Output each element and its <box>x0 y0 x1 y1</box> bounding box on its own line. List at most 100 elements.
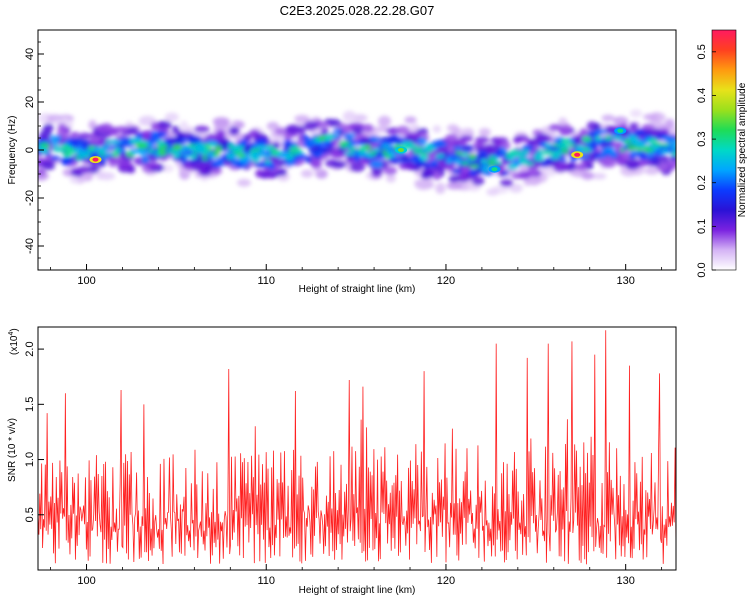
spectrogram-cell <box>633 129 646 137</box>
spectrogram-cell <box>60 144 71 151</box>
x-tick-label: 120 <box>437 575 455 587</box>
spectrogram-cell <box>404 116 417 124</box>
spectrogram-cell <box>208 142 218 147</box>
spectrogram-cell <box>118 138 127 146</box>
spectrogram-cell <box>359 145 366 152</box>
spectrogram-cell <box>212 151 220 157</box>
spectrogram-cell <box>629 150 643 157</box>
spectrogram-cell <box>583 146 590 152</box>
spectrogram-cell <box>669 154 676 162</box>
x-tick-label: 120 <box>437 275 455 287</box>
spectrogram-cell <box>43 123 54 132</box>
spectrogram-cell <box>351 141 365 146</box>
spectrogram-cell <box>274 127 288 135</box>
spectrogram-cell <box>502 170 510 176</box>
spectrogram-cell <box>115 125 131 133</box>
spectrogram-cell <box>453 158 463 165</box>
spectrogram-cell <box>42 161 56 171</box>
spectrogram-cell <box>110 151 120 158</box>
spectrogram-cell <box>182 153 190 158</box>
spectrogram-cell <box>414 179 432 190</box>
spectrogram-cell <box>595 135 602 140</box>
spectrogram-cell <box>378 136 393 141</box>
spectrogram-cell <box>521 149 530 155</box>
spectrogram-cell <box>179 120 189 132</box>
spectrogram-cell <box>432 172 442 181</box>
spectrogram-cell <box>214 121 229 130</box>
spectrogram-cell <box>38 168 46 176</box>
spectrogram-cell <box>255 138 268 146</box>
y-tick-label: 2.0 <box>24 341 36 356</box>
spectrogram-peak <box>92 157 99 162</box>
spectrogram-cell <box>201 156 209 161</box>
spectrogram-cell <box>237 153 247 159</box>
spectrogram-cell <box>496 148 503 153</box>
y-tick-label: -40 <box>24 238 36 254</box>
snr-series-line <box>38 330 676 565</box>
spectrogram-cell <box>643 113 657 121</box>
spectrogram-cell <box>446 124 459 132</box>
spectrogram-cell <box>296 149 304 154</box>
spectrogram-cell <box>419 154 430 162</box>
spectrogram-cell <box>145 162 160 169</box>
spectrogram-cell <box>670 145 676 151</box>
spectrogram-cell <box>462 144 474 153</box>
spectrogram-cell <box>460 135 474 142</box>
spectrogram-cell <box>238 156 250 163</box>
spectrogram-cell <box>367 136 381 143</box>
spectrogram-peak <box>398 148 405 152</box>
spectrogram-cell <box>659 149 670 154</box>
spectrogram-cell <box>158 149 167 157</box>
spectrogram-cell <box>499 179 514 187</box>
spectrogram-cell <box>214 145 223 153</box>
spectrogram-cell <box>664 135 673 143</box>
spectrogram-cell <box>88 164 100 174</box>
spectrogram-cell <box>109 139 121 146</box>
spectrogram-cell <box>645 156 659 162</box>
spectrogram-x-ticks: 100 110 120 130 <box>50 264 663 287</box>
spectrogram-cell <box>647 137 658 143</box>
spectrogram-cell <box>600 157 617 168</box>
spectrogram-cell <box>383 166 398 176</box>
spectrogram-cell <box>231 144 241 151</box>
spectrogram-cell <box>528 166 538 176</box>
spectrogram-cell <box>263 159 272 165</box>
spectrogram-cell <box>468 164 480 169</box>
spectrogram-cell <box>131 137 143 143</box>
spectrogram-cell <box>593 152 600 159</box>
spectrogram-cell <box>590 144 598 151</box>
spectrogram-cell <box>460 161 470 166</box>
spectrogram-cell <box>338 130 345 136</box>
spectrogram-cell <box>541 149 553 156</box>
colorbar-ticks: 0.0 0.1 0.2 0.3 0.4 0.5 <box>696 44 716 278</box>
spectrogram-cell <box>396 125 410 136</box>
spectrogram-cell <box>240 139 249 144</box>
spectrogram-cell <box>77 150 89 158</box>
spectrogram-cell <box>342 110 356 123</box>
spectrogram-cell <box>480 158 489 165</box>
y-tick-label: 0 <box>24 147 36 153</box>
x-tick-label: 130 <box>616 275 634 287</box>
y-tick-label: 40 <box>24 48 36 60</box>
spectrogram-cell <box>220 141 230 150</box>
spectrogram-cell <box>506 154 515 161</box>
spectrogram-blobs <box>38 109 676 196</box>
spectrogram-cell <box>435 182 446 194</box>
spectrogram-cell <box>575 163 588 171</box>
spectrogram-cell <box>482 166 490 173</box>
spectrogram-cell <box>379 139 394 146</box>
spectrogram-cell <box>267 124 278 131</box>
spectrogram-cell <box>567 161 577 171</box>
spectrogram-cell <box>659 155 670 165</box>
snr-x-ticks: 100 110 120 130 <box>50 564 663 587</box>
spectrogram-cell <box>361 123 374 133</box>
spectrogram-cell <box>626 144 637 151</box>
spectrogram-cell <box>558 143 570 150</box>
spectrogram-cell <box>102 144 111 151</box>
spectrogram-cell <box>175 133 184 142</box>
spectrogram-cell <box>308 149 321 154</box>
spectrogram-cell <box>508 150 521 156</box>
spectrogram-cell <box>670 139 676 146</box>
spectrogram-cell <box>228 126 240 136</box>
spectrogram-cell <box>551 149 564 156</box>
